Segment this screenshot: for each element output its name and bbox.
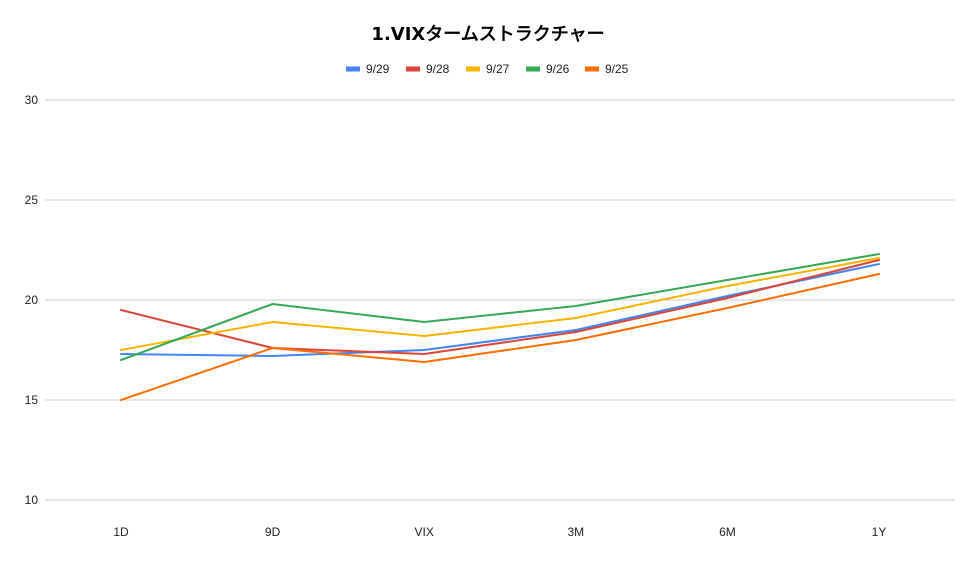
y-tick-label: 20 <box>25 293 39 307</box>
x-axis: 1D 9D VIX 3M 6M 1Y <box>113 525 886 539</box>
legend-swatch <box>406 66 420 72</box>
y-tick-label: 25 <box>25 193 39 207</box>
x-tick-label: 6M <box>719 525 736 539</box>
series-line-9-26 <box>120 253 880 361</box>
legend-swatch <box>526 66 540 72</box>
series-lines <box>120 253 880 401</box>
series-line-9-28 <box>120 259 880 355</box>
legend: 9/29 9/28 9/27 9/26 9/25 <box>346 62 629 76</box>
legend-label: 9/29 <box>366 62 390 76</box>
legend-swatch <box>346 66 360 72</box>
series-line-9-27 <box>120 257 880 351</box>
y-axis: 10 15 20 25 30 <box>25 93 39 507</box>
chart-title: 1.VIXタームストラクチャー <box>371 24 604 45</box>
y-tick-label: 15 <box>25 393 39 407</box>
x-tick-label: 1D <box>113 525 129 539</box>
legend-swatch <box>585 66 599 72</box>
gridlines <box>45 99 955 501</box>
legend-swatch <box>466 66 480 72</box>
x-tick-label: VIX <box>415 525 434 539</box>
x-tick-label: 3M <box>567 525 584 539</box>
y-tick-label: 10 <box>25 493 39 507</box>
legend-label: 9/26 <box>546 62 570 76</box>
y-tick-label: 30 <box>25 93 39 107</box>
legend-label: 9/27 <box>486 62 510 76</box>
series-line-9-25 <box>120 273 880 401</box>
x-tick-label: 9D <box>265 525 281 539</box>
legend-label: 9/28 <box>426 62 450 76</box>
legend-label: 9/25 <box>605 62 629 76</box>
x-tick-label: 1Y <box>872 525 887 539</box>
